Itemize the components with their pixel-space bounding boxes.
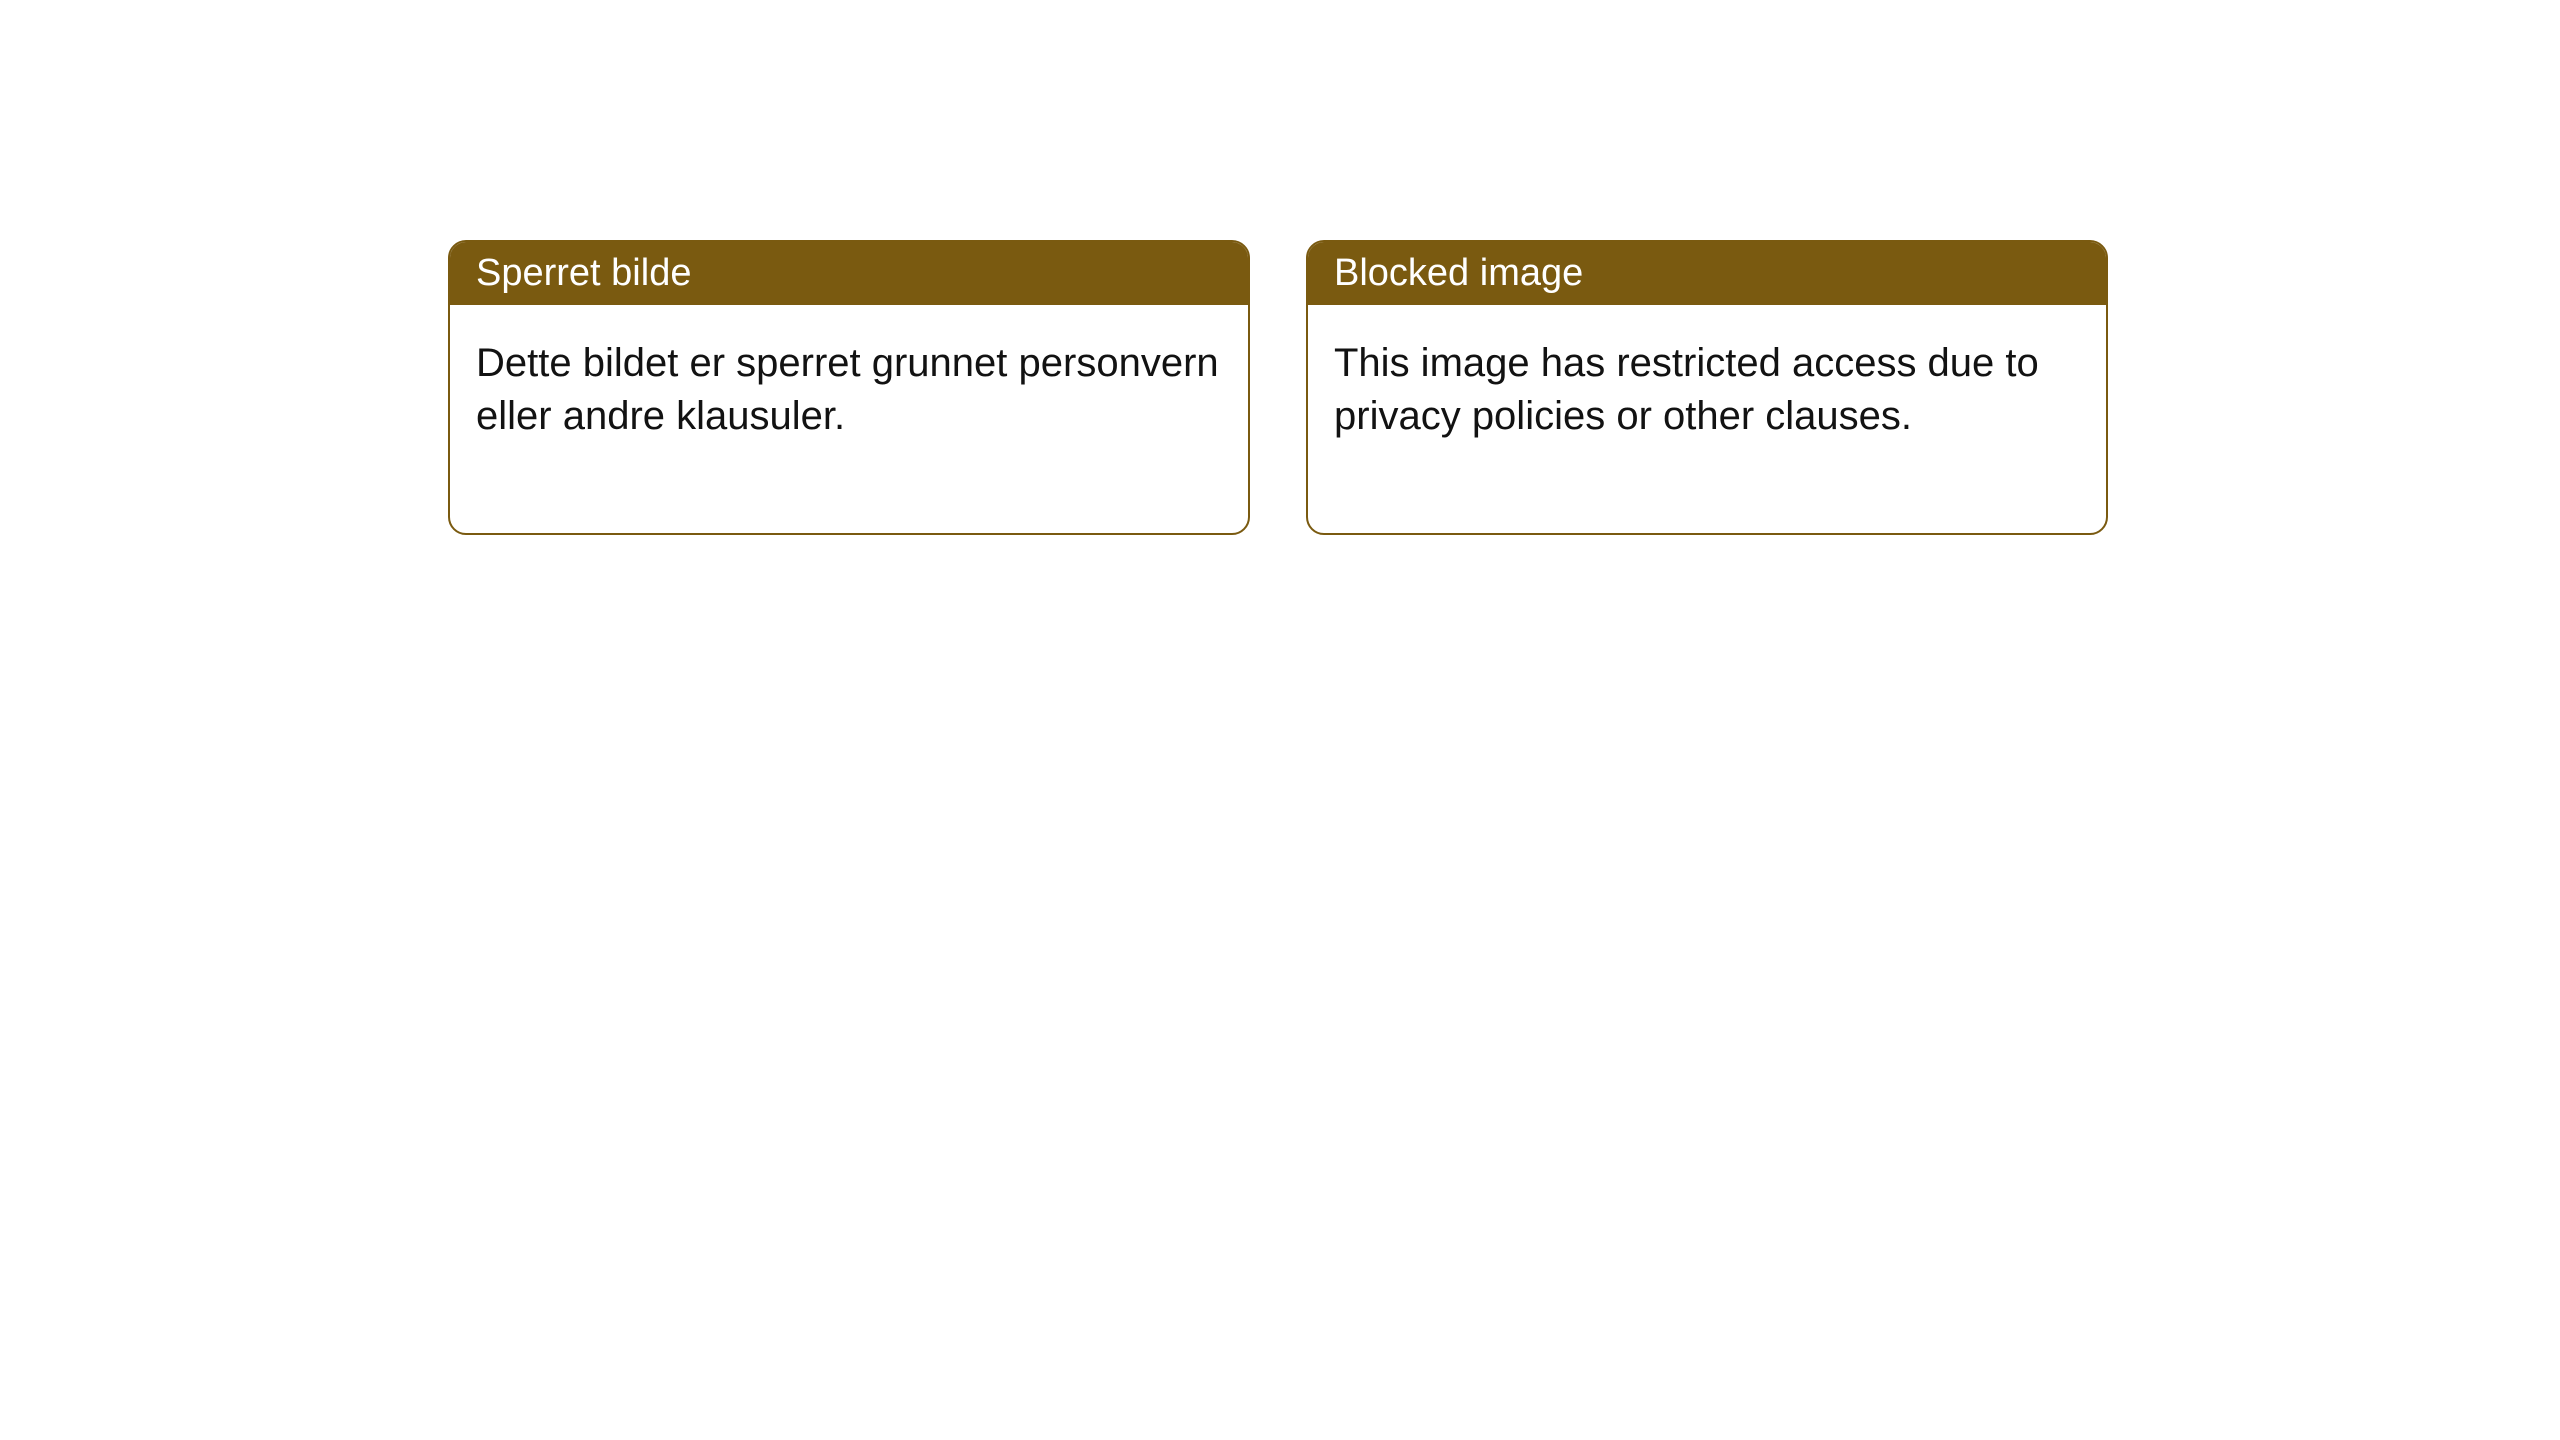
- notice-card-title: Blocked image: [1334, 252, 1583, 294]
- notice-card-header: Sperret bilde: [450, 242, 1248, 305]
- notice-card-body: Dette bildet er sperret grunnet personve…: [450, 305, 1248, 533]
- notice-card-title: Sperret bilde: [476, 252, 691, 294]
- notice-cards-container: Sperret bilde Dette bildet er sperret gr…: [448, 240, 2560, 535]
- notice-card-body: This image has restricted access due to …: [1308, 305, 2106, 533]
- notice-card-text: Dette bildet er sperret grunnet personve…: [476, 341, 1219, 438]
- notice-card-header: Blocked image: [1308, 242, 2106, 305]
- notice-card-text: This image has restricted access due to …: [1334, 341, 2039, 438]
- notice-card-norwegian: Sperret bilde Dette bildet er sperret gr…: [448, 240, 1250, 535]
- notice-card-english: Blocked image This image has restricted …: [1306, 240, 2108, 535]
